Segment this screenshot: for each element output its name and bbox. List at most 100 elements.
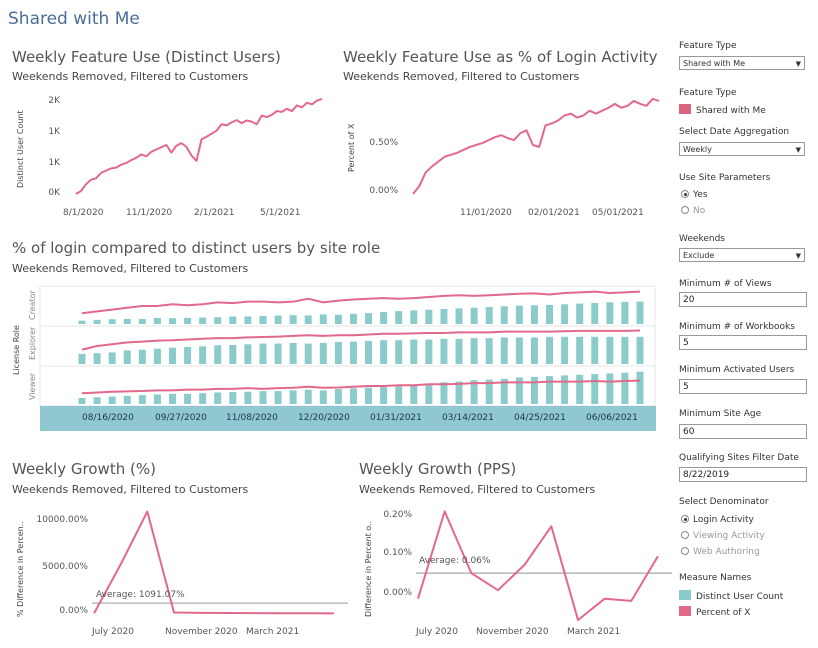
chart3-bar (530, 305, 538, 324)
chart3-bar (78, 353, 86, 364)
chart3-bar (636, 336, 644, 364)
chart3-bar (334, 341, 342, 364)
chart3-bar (229, 392, 237, 404)
chart3-bar (440, 309, 448, 324)
min-views-input[interactable]: 20 (679, 292, 807, 307)
chart3-bar (410, 384, 418, 404)
chart3-bar (455, 338, 463, 364)
page-title: Shared with Me (8, 9, 140, 29)
chart5-average-label: Average: 0.06% (419, 556, 491, 566)
min-workbooks-label: Minimum # of Workbooks (679, 322, 795, 332)
chevron-down-icon: ▼ (795, 60, 801, 68)
use-site-params-yes-radio[interactable]: Yes (681, 190, 708, 200)
chart1-ytick: 1K (48, 127, 60, 137)
chart3-bar (259, 343, 267, 364)
chart1-xtick: 2/1/2021 (194, 208, 235, 218)
chart3-bar (455, 308, 463, 324)
chart3-bar (349, 313, 357, 324)
chart4-xtick: November 2020 (165, 627, 238, 637)
chart3-bar (515, 305, 523, 324)
chart3-bar (349, 341, 357, 364)
chart5-ytick: 0.00% (383, 588, 412, 598)
legend-percent-of-x[interactable]: Percent of X (679, 606, 750, 618)
chart3-bar (425, 383, 433, 404)
chart3-bar (530, 337, 538, 364)
chart3-bar (380, 387, 388, 404)
chart4-ylabel: % Difference in Percen.. (16, 521, 25, 617)
denominator-viewing-activity-radio[interactable]: Viewing Activity (681, 531, 765, 541)
chart5-title: Weekly Growth (PPS) (359, 460, 517, 478)
chart3-bar (229, 316, 237, 324)
chart3-bar (365, 387, 373, 404)
chart3-bar (304, 315, 312, 324)
min-site-age-input[interactable]: 60 (679, 424, 807, 439)
chart3-bar (108, 319, 116, 324)
chart4-title: Weekly Growth (%) (12, 460, 156, 478)
chart4-plot (92, 510, 348, 615)
chart3-bar (636, 371, 644, 404)
weekends-value: Exclude (683, 251, 715, 260)
chart3-bar (93, 397, 101, 404)
chart3-bar (199, 346, 207, 364)
weekends-dropdown[interactable]: Exclude ▼ (679, 248, 805, 262)
chart3-bar (184, 393, 192, 404)
radio-empty-icon (681, 206, 689, 214)
chart3-bar (184, 317, 192, 324)
chart3-bar (199, 317, 207, 324)
chart3-bar (78, 397, 86, 404)
chart3-bar (304, 343, 312, 364)
chart2-ylabel: Percent of X (347, 123, 356, 172)
chart3-bar (274, 391, 282, 404)
denominator-login-activity-radio[interactable]: Login Activity (681, 515, 754, 525)
chart3-bar (319, 314, 327, 324)
chart3-bar (123, 318, 131, 324)
use-site-parameters-label: Use Site Parameters (679, 173, 771, 183)
chart3-bar (606, 336, 614, 364)
chart3-bar (289, 342, 297, 364)
chart3-bar (561, 304, 569, 324)
pink-swatch-icon (679, 104, 691, 114)
chart5-plot (416, 510, 672, 621)
qualifying-sites-date-input[interactable]: 8/22/2019 (679, 467, 807, 482)
chart3-bar (365, 340, 373, 364)
chart3-subtitle: Weekends Removed, Filtered to Customers (12, 262, 249, 275)
chart5-ytick: 0.20% (383, 510, 412, 520)
chart3-bar (168, 318, 176, 324)
min-workbooks-input[interactable]: 5 (679, 335, 807, 350)
feature-type-legend-item[interactable]: Shared with Me (679, 104, 766, 116)
chart3-xtick: 09/27/2020 (155, 413, 207, 423)
use-site-params-no-radio[interactable]: No (681, 206, 705, 216)
chart3-bar (289, 390, 297, 404)
pink-swatch-icon (679, 606, 691, 616)
chart1-xtick: 11/1/2020 (126, 208, 173, 218)
legend-distinct-user-count[interactable]: Distinct User Count (679, 590, 783, 602)
chart3-bar (319, 390, 327, 404)
min-activated-users-input[interactable]: 5 (679, 379, 807, 394)
date-aggregation-label: Select Date Aggregation (679, 127, 790, 137)
chart2-series-line (412, 97, 660, 195)
chart3-row-label-creator: Creator (28, 290, 37, 320)
chart3-bar (470, 380, 478, 404)
chart5-xtick: March 2021 (567, 627, 621, 637)
chart3-bar (108, 352, 116, 364)
chart3-bar (153, 348, 161, 364)
feature-type-dropdown[interactable]: Shared with Me ▼ (679, 56, 805, 70)
chart1-xtick: 5/1/2021 (260, 208, 301, 218)
chart3-bar (93, 319, 101, 324)
chart1-plot (75, 98, 323, 195)
chart3-bar (606, 373, 614, 404)
chart5-ylabel: Difference in Percent o.. (364, 520, 373, 617)
chart3-bar (168, 393, 176, 404)
date-aggregation-dropdown[interactable]: Weekly ▼ (679, 142, 805, 156)
chart3-bar (440, 382, 448, 404)
chart4-series-line (93, 510, 335, 615)
chart5-ytick: 0.10% (383, 548, 412, 558)
chart3-bar (500, 306, 508, 324)
chart3-bar (380, 340, 388, 364)
denominator-web-authoring-radio[interactable]: Web Authoring (681, 547, 760, 557)
chart3-bar (289, 315, 297, 324)
chart3-plot (39, 285, 656, 407)
chart3-bar (576, 374, 584, 404)
chart3-bar (395, 386, 403, 404)
feature-type-filter-label: Feature Type (679, 41, 737, 51)
